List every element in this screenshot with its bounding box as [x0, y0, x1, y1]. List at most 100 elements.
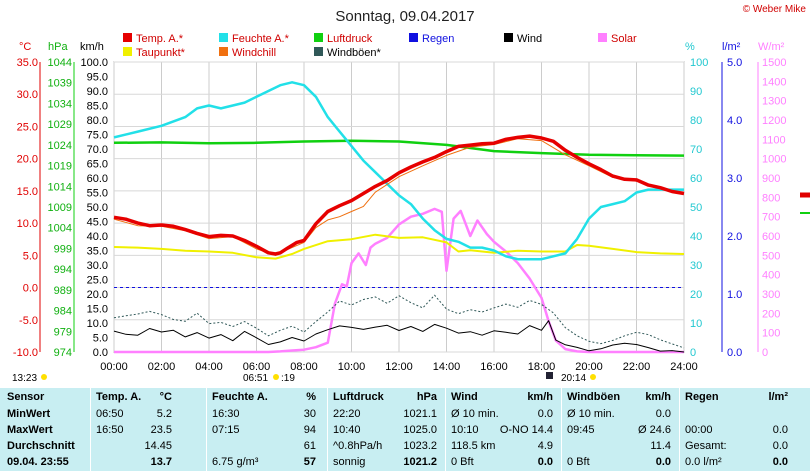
wind-tick-label: 0.0 [93, 347, 108, 359]
table-header-cell: Wind [451, 391, 478, 403]
wind-tick-label: 20.0 [87, 289, 108, 301]
x-tick-label: 02:00 [148, 361, 176, 373]
x-tick-label: 16:00 [480, 361, 508, 373]
table-cell: 07:15 [212, 424, 240, 436]
wind-unit: km/h [80, 41, 104, 53]
table-header-cell: Luftdruck [333, 391, 384, 403]
rain-tick-label: 3.0 [727, 173, 742, 185]
table-cell: Ø 10 min. [451, 408, 499, 420]
table-cell: 09:45 [567, 424, 595, 436]
table-cell: 1021.1 [403, 408, 437, 420]
table-col-separator [679, 388, 680, 471]
table-cell: 23.5 [150, 424, 172, 436]
solar-tick-label: 200 [762, 308, 780, 320]
sunset-time: 20:14 [561, 373, 586, 384]
press-tick-label: 984 [54, 306, 72, 318]
series-lines [113, 81, 685, 354]
temp-tick-label: -10.0 [13, 347, 38, 359]
table-cell: 0 Bft [451, 456, 474, 468]
press-tick-label: 1009 [48, 202, 72, 214]
stats-table: Sensor Temp. A. °C Feuchte A.% Luftdruck hPa W… [0, 388, 810, 471]
hum-unit: % [685, 41, 695, 53]
solar-unit: W/m² [758, 41, 785, 53]
x-tick-label: 12:00 [385, 361, 413, 373]
table-header-cell: l/m² [768, 391, 788, 403]
table-cell: 61 [303, 440, 316, 452]
grid [113, 61, 685, 353]
legend-swatch [123, 33, 132, 42]
table-cell: 57 [303, 456, 316, 468]
wind-tick-label: 60.0 [87, 173, 108, 185]
table-cell: 13.7 [150, 456, 172, 468]
temp-tick-label: 20.0 [17, 154, 38, 166]
rain-tick-label: 0.0 [727, 347, 742, 359]
x-axis-labels: 00:00 02:00 04:00 06:00 08:00 10:00 12:00 14:00… [100, 361, 698, 373]
wind-tick-label: 80.0 [87, 115, 108, 127]
wind-tick-label: 40.0 [87, 231, 108, 243]
press-tick-label: 1029 [48, 119, 72, 131]
temp-tick-label: 5.0 [23, 250, 38, 262]
wind-tick-label: 35.0 [87, 246, 108, 258]
legend-label: Temp. A.* [136, 33, 184, 45]
table-cell: 00:00 [685, 424, 713, 436]
table-cell: 09.04. 23:55 [7, 456, 69, 468]
table-cell: sonnig [333, 456, 366, 468]
x-tick-label: 04:00 [195, 361, 223, 373]
table-header-cell: Windböen [567, 391, 621, 403]
legend-label: Luftdruck [327, 33, 373, 45]
legend-swatch [123, 47, 132, 56]
press-tick-label: 1014 [48, 181, 72, 193]
legend-swatch [504, 33, 513, 42]
table-cell: O-NO 14.4 [499, 424, 553, 436]
hum-tick-label: 20 [690, 289, 702, 301]
hum-tick-label: 0 [690, 347, 696, 359]
x-tick-label: 20:00 [575, 361, 603, 373]
table-cell: 0.0 [537, 408, 553, 420]
right-edge-markers [800, 192, 810, 214]
wind-tick-label: 55.0 [87, 188, 108, 200]
table-header-cell: hPa [416, 391, 437, 403]
sun-left-icon [41, 374, 47, 380]
temp-tick-label: -5.0 [19, 315, 38, 327]
temp-tick-label: 30.0 [17, 89, 38, 101]
table-cell: 94 [303, 424, 316, 436]
solar-tick-label: 1300 [762, 96, 786, 108]
table-cell: 0.0 [772, 440, 788, 452]
solar-tick-label: 0 [762, 347, 768, 359]
table-header-cell: % [306, 391, 316, 403]
wind-tick-label: 95.0 [87, 72, 108, 84]
series-line [114, 207, 684, 354]
table-cell: 0.0 l/m² [685, 456, 722, 468]
table-cell: Durchschnitt [7, 440, 75, 452]
legend-swatch [598, 33, 607, 42]
x-tick-label: 22:00 [623, 361, 651, 373]
press-tick-label: 974 [54, 347, 72, 359]
solar-tick-label: 1100 [762, 134, 786, 146]
table-cell: 10:40 [333, 424, 361, 436]
wind-tick-label: 90.0 [87, 86, 108, 98]
temp-tick-label: 25.0 [17, 121, 38, 133]
wind-tick-label: 25.0 [87, 275, 108, 287]
series-line [113, 233, 685, 260]
x-tick-label: 06:00 [243, 361, 271, 373]
wind-tick-label: 100.0 [80, 57, 108, 69]
legend-label: Windböen* [327, 47, 382, 59]
temp-unit: °C [19, 41, 31, 53]
sun-marks: 13:23 06:51 :19 20:14 [12, 372, 596, 384]
hum-tick-label: 90 [690, 86, 702, 98]
hum-tick-label: 100 [690, 57, 708, 69]
solar-tick-label: 1200 [762, 115, 786, 127]
temp-tick-label: 0.0 [23, 283, 38, 295]
table-col-separator [445, 388, 446, 471]
legend-swatch [314, 47, 323, 56]
temp-tick-label: 10.0 [17, 218, 38, 230]
table-cell: Ø 10 min. [567, 408, 615, 420]
table-cell: 0 Bft [567, 456, 590, 468]
wind-tick-label: 85.0 [87, 101, 108, 113]
table-cell: 22:20 [333, 408, 361, 420]
press-tick-label: 1044 [48, 57, 72, 69]
table-col-separator [206, 388, 207, 471]
sunrise-time: 06:51 [243, 373, 268, 384]
press-tick-label: 1019 [48, 161, 72, 173]
solar-tick-label: 600 [762, 231, 780, 243]
